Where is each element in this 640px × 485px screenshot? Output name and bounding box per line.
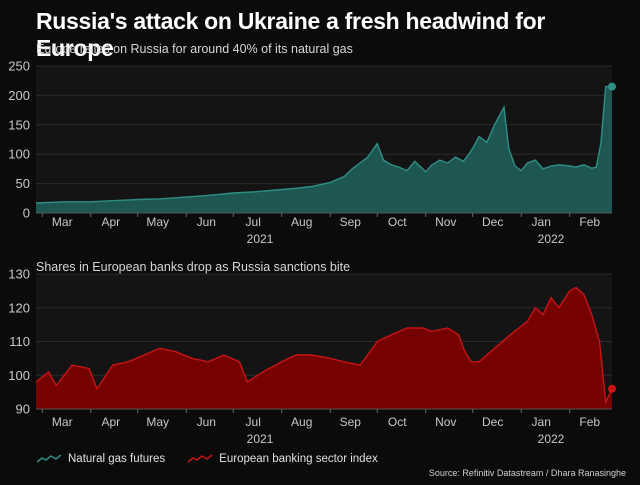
panel1-subtitle: Europe relies on Russia for around 40% o… <box>36 42 353 56</box>
legend-swatch-banks <box>187 454 213 463</box>
legend-item-gas: Natural gas futures <box>36 453 165 465</box>
x-tick-label: Jun <box>197 415 216 429</box>
y-tick-label: 150 <box>8 117 30 132</box>
y-tick-label: 110 <box>9 334 30 349</box>
x-tick-label: Jul <box>246 415 261 429</box>
panel-1: 0 50 100 150 200 250 Mar Apr May Jun Jul Aug Sep Oct N… <box>8 59 616 246</box>
x-tick-label: Aug <box>291 415 312 429</box>
x-tick-label: Nov <box>435 215 456 229</box>
y-tick-label: 130 <box>8 267 30 282</box>
x-tick-label: Apr <box>101 415 120 429</box>
x-tick-label: Jul <box>246 215 261 229</box>
x-tick-label: Oct <box>388 215 407 229</box>
series-area <box>36 287 612 409</box>
legend-swatch-gas <box>36 454 62 463</box>
x-tick-label: Dec <box>482 415 503 429</box>
y-tick-label: 200 <box>8 88 30 103</box>
year-label: 2022 <box>538 232 565 246</box>
y-tick-label: 100 <box>8 147 30 162</box>
year-label: 2021 <box>247 432 274 446</box>
legend-item-banks: European banking sector index <box>187 453 378 465</box>
x-tick-label: Feb <box>579 415 600 429</box>
x-tick-label: Jun <box>197 215 216 229</box>
year-label: 2022 <box>538 432 565 446</box>
y-tick-label: 50 <box>16 176 30 191</box>
x-tick-label: Dec <box>482 215 503 229</box>
x-tick-label: Aug <box>291 215 312 229</box>
panel2-subtitle: Shares in European banks drop as Russia … <box>36 260 351 274</box>
last-point-marker <box>608 384 616 393</box>
y-tick-label: 90 <box>16 402 30 417</box>
x-tick-label: Jan <box>532 215 551 229</box>
series-area <box>36 86 612 213</box>
y-tick-label: 250 <box>8 59 30 74</box>
y-tick-label: 100 <box>8 368 30 383</box>
x-tick-label: Mar <box>52 215 73 229</box>
year-label: 2021 <box>247 232 274 246</box>
series-line <box>35 286 613 405</box>
last-point-marker <box>608 82 616 91</box>
x-tick-label: May <box>146 415 169 429</box>
x-tick-label: Apr <box>101 215 120 229</box>
series-line <box>35 85 612 204</box>
chart-title: Russia's attack on Ukraine a fresh headw… <box>36 8 546 61</box>
legend-label-gas: Natural gas futures <box>68 453 166 465</box>
x-tick-label: Sep <box>340 415 362 429</box>
x-tick-label: Nov <box>435 415 456 429</box>
x-tick-label: Sep <box>340 215 362 229</box>
x-tick-label: Feb <box>579 215 600 229</box>
source-note: Source: Refinitiv Datastream / Dhara Ran… <box>428 468 626 478</box>
y-tick-label: 0 <box>23 206 30 221</box>
x-tick-label: Jan <box>532 415 551 429</box>
legend: Natural gas futures European banking sec… <box>36 451 400 467</box>
x-tick-label: Oct <box>388 415 407 429</box>
x-tick-label: Mar <box>52 415 73 429</box>
panel-2: 90 100 110 120 130 Mar Apr May Jun Jul Aug Sep Oct No… <box>8 267 616 446</box>
x-tick-label: May <box>146 215 169 229</box>
y-tick-label: 120 <box>8 300 30 315</box>
legend-label-banks: European banking sector index <box>219 453 378 465</box>
